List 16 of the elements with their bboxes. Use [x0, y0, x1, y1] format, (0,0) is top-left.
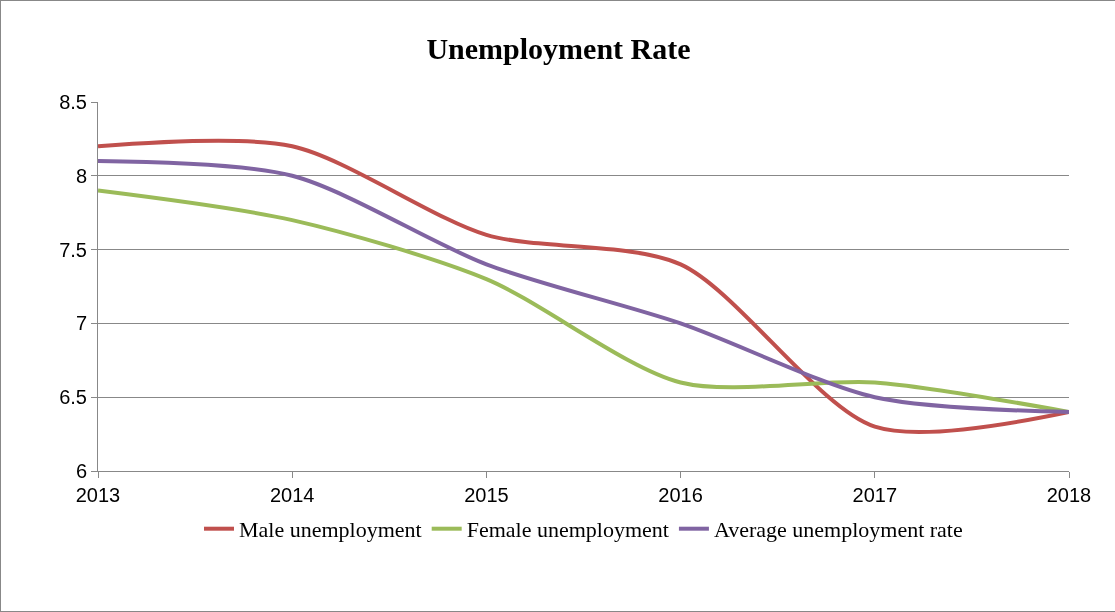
legend-label: Average unemployment rate: [713, 517, 963, 543]
chart-title: Unemployment Rate: [426, 31, 691, 65]
legend-label: Male unemployment: [239, 517, 422, 543]
y-tick-label: 6: [75, 460, 87, 482]
y-tick-label: 8.5: [59, 91, 87, 113]
x-tick-label: 2013: [75, 484, 121, 506]
legend-label: Female unemployment: [466, 517, 669, 543]
y-tick-label: 7.5: [59, 238, 87, 261]
x-tick-label: 2016: [658, 484, 703, 506]
x-tick-label: 2017: [852, 484, 898, 506]
x-tick-label: 2018: [1046, 484, 1092, 506]
x-tick-label: 2014: [269, 484, 315, 506]
y-tick-label: 8: [75, 164, 87, 187]
y-tick-label: 6.5: [59, 386, 87, 409]
x-tick-label: 2015: [464, 484, 509, 506]
y-tick-label: 7: [75, 312, 87, 335]
